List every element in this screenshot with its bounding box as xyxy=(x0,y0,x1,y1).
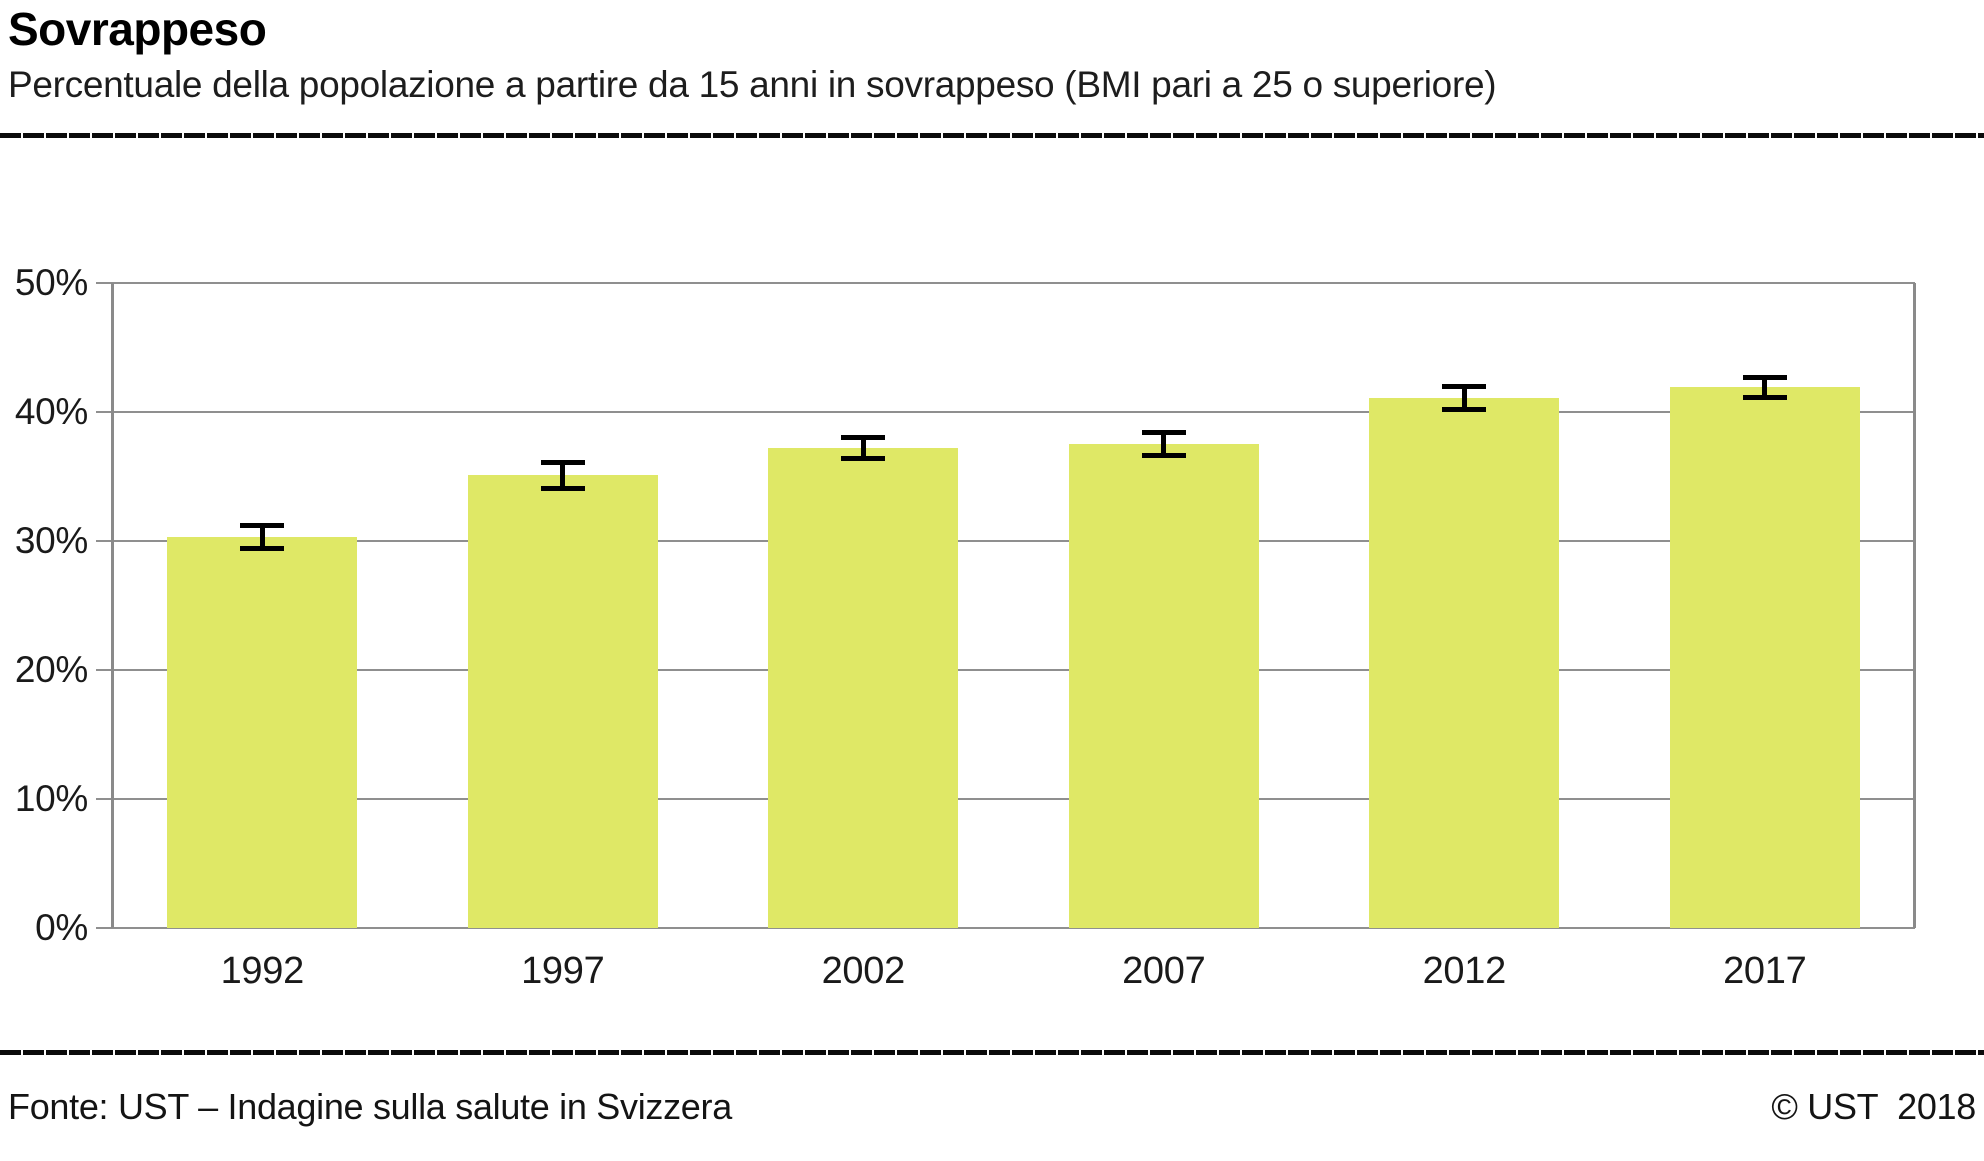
bar-1992 xyxy=(167,537,358,928)
page-subtitle: Percentuale della popolazione a partire … xyxy=(8,64,1497,105)
source-note: Fonte: UST – Indagine sulla salute in Sv… xyxy=(8,1086,732,1127)
error-bar-cap-top xyxy=(240,523,285,529)
copyright-note: © UST 2018 xyxy=(1771,1086,1976,1127)
y-gridline xyxy=(96,411,1915,413)
bar-2002 xyxy=(768,448,959,928)
page-title: Sovrappeso xyxy=(8,3,267,55)
x-axis-label-2017: 2017 xyxy=(1723,950,1807,992)
plot-right-border xyxy=(1913,283,1916,928)
y-gridline xyxy=(96,798,1915,800)
error-bar-stem xyxy=(560,462,566,489)
error-bar-cap-bottom xyxy=(1141,453,1186,459)
y-axis-tick-label: 0% xyxy=(35,907,88,948)
y-axis-tick-label: 30% xyxy=(14,520,88,561)
error-bar-cap-bottom xyxy=(240,546,285,552)
error-bar-cap-top xyxy=(540,459,585,465)
error-bar-cap-bottom xyxy=(1442,406,1487,412)
bar-1997 xyxy=(467,475,658,928)
error-bar-cap-bottom xyxy=(540,485,585,491)
error-bar-cap-top xyxy=(841,435,886,441)
x-axis-label-2012: 2012 xyxy=(1422,950,1507,992)
y-gridline xyxy=(96,927,1915,929)
y-gridline xyxy=(96,669,1915,671)
error-bar-stem xyxy=(259,525,265,549)
y-axis-tick-label: 40% xyxy=(14,391,88,432)
x-axis-label-2007: 2007 xyxy=(1122,950,1206,992)
error-bar-cap-bottom xyxy=(841,455,886,461)
chart-footer: Fonte: UST – Indagine sulla salute in Sv… xyxy=(8,1086,1976,1128)
error-bar-cap-top xyxy=(1442,383,1487,389)
y-gridline xyxy=(96,282,1915,284)
y-axis-tick-label: 50% xyxy=(14,262,88,303)
error-bar-stem xyxy=(1161,432,1167,456)
y-axis-line xyxy=(111,283,114,928)
bar-2007 xyxy=(1068,444,1259,928)
y-axis-tick-label: 20% xyxy=(14,649,88,690)
bar-2017 xyxy=(1669,387,1860,928)
error-bar-stem xyxy=(860,437,866,459)
error-bar-stem xyxy=(1762,377,1768,398)
x-axis-label-2002: 2002 xyxy=(821,950,906,992)
bottom-divider-rule xyxy=(0,1050,1984,1055)
error-bar-stem xyxy=(1461,386,1467,410)
x-axis-label-1992: 1992 xyxy=(220,950,305,992)
error-bar-cap-bottom xyxy=(1742,395,1787,401)
top-divider-rule xyxy=(0,133,1984,138)
error-bar-cap-top xyxy=(1742,374,1787,380)
y-gridline xyxy=(96,540,1915,542)
x-axis-label-1997: 1997 xyxy=(521,950,605,992)
bar-2012 xyxy=(1369,397,1560,928)
error-bar-cap-top xyxy=(1141,430,1186,436)
y-axis-tick-label: 10% xyxy=(14,778,88,819)
